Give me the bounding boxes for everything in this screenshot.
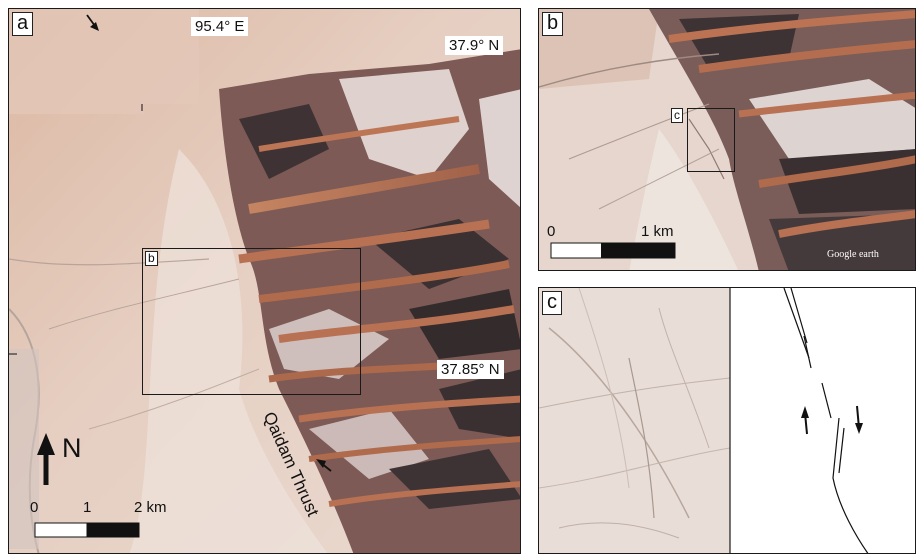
inset-box-c: c [671, 108, 735, 172]
panel-a-letter: a [12, 12, 34, 36]
north-label: N [62, 433, 82, 463]
scale-b-tick-0: 0 [547, 223, 556, 240]
scale-b-tick-1: 1 km [641, 223, 674, 240]
panel-b-satellite-image [539, 9, 915, 270]
inset-box-b-tag: b [145, 251, 158, 266]
latitude-label-top: 37.9° N [445, 36, 504, 55]
panel-c: c [538, 287, 916, 554]
panel-c-letter: c [542, 291, 562, 315]
panel-b: b c 0 1 km Google earth [538, 8, 916, 271]
panel-a: a 95.4° E 37.9° N 37.85° N b N Qaidam Th… [8, 8, 521, 554]
inset-box-c-tag: c [671, 108, 683, 123]
google-earth-attribution: Google earth [827, 249, 879, 260]
latitude-label-mid: 37.85° N [437, 360, 504, 379]
panel-b-letter: b [542, 12, 564, 36]
scale-tick-1: 1 [83, 499, 92, 516]
panel-a-satellite-image [9, 9, 520, 553]
inset-box-b: b [142, 248, 361, 395]
scale-tick-0: 0 [30, 499, 39, 516]
scale-tick-2: 2 km [134, 499, 167, 516]
panel-c-image-and-fault-map [539, 288, 915, 553]
longitude-label: 95.4° E [191, 17, 249, 36]
